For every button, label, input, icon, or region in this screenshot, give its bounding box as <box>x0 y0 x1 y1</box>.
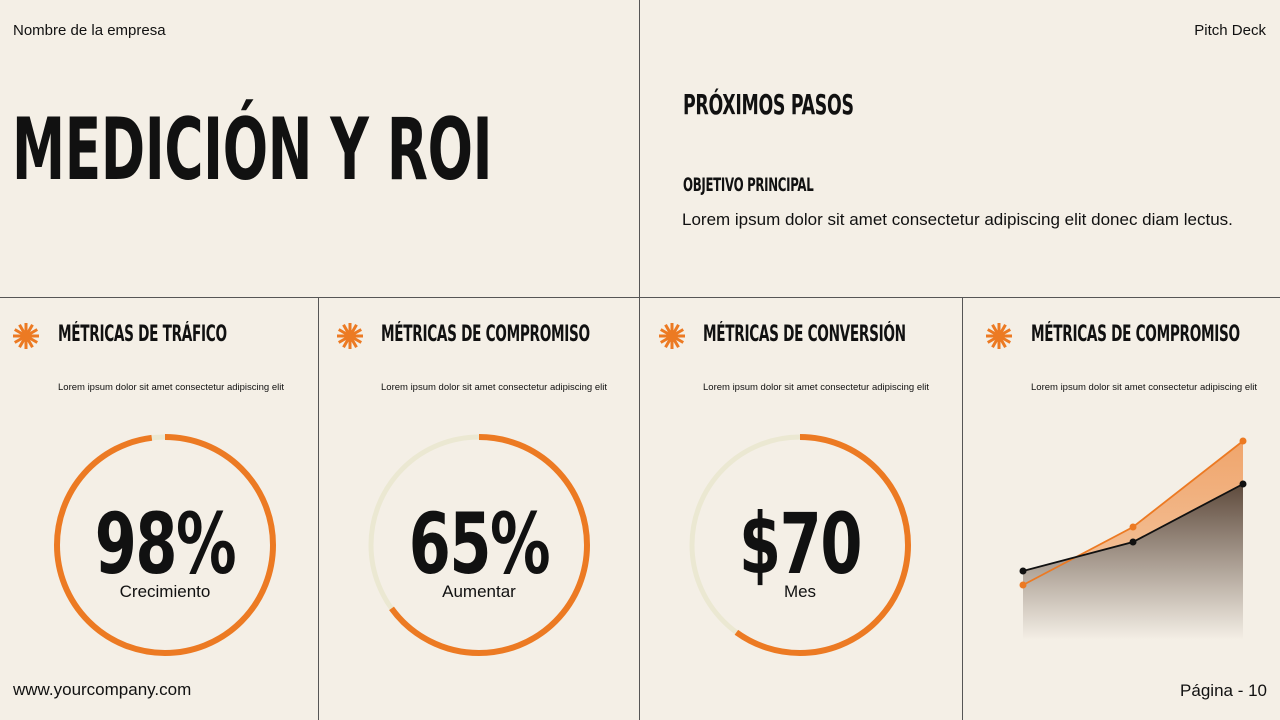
series-area <box>1023 484 1243 640</box>
area-chart <box>1019 437 1247 640</box>
progress-ring <box>368 434 590 656</box>
metric-label: Aumentar <box>442 582 516 601</box>
data-point <box>1129 523 1137 531</box>
company-name: Nombre de la empresa <box>13 22 166 39</box>
asterisk-icon <box>986 323 1012 349</box>
card-title: Métricas de compromiso <box>381 322 590 347</box>
data-point <box>1239 437 1247 445</box>
data-point <box>1129 538 1137 546</box>
asterisk-icon <box>337 323 363 349</box>
data-point <box>1239 480 1247 488</box>
website-link[interactable]: www.yourcompany.com <box>13 680 192 699</box>
metric-value: 98% <box>94 495 237 593</box>
asterisk-icon <box>659 323 685 349</box>
ring-progress <box>368 434 590 656</box>
card-description: Lorem ipsum dolor sit amet consectetur a… <box>1031 382 1257 393</box>
asterisk-icon <box>13 323 39 349</box>
page-title: Medición y ROI <box>12 100 493 200</box>
objective-text: Lorem ipsum dolor sit amet consectetur a… <box>682 210 1233 229</box>
metric-value: 65% <box>408 495 551 593</box>
deck-label: Pitch Deck <box>1194 22 1266 39</box>
card-title: Métricas de conversión <box>703 322 906 347</box>
data-point <box>1019 581 1027 589</box>
metric-value: $70 <box>739 495 862 593</box>
card-description: Lorem ipsum dolor sit amet consectetur a… <box>381 382 607 393</box>
page-number: Página - 10 <box>1180 681 1267 700</box>
card-description: Lorem ipsum dolor sit amet consectetur a… <box>58 382 284 393</box>
card-title: Métricas de tráfico <box>58 322 227 347</box>
objective-subtitle: Objetivo principal <box>683 174 814 196</box>
card-description: Lorem ipsum dolor sit amet consectetur a… <box>703 382 929 393</box>
progress-ring <box>689 434 911 656</box>
ring-progress <box>689 434 911 656</box>
metric-label: Crecimiento <box>119 582 211 601</box>
data-point <box>1019 567 1027 575</box>
ring-progress <box>54 434 276 656</box>
progress-ring <box>54 434 276 656</box>
next-steps-title: Próximos pasos <box>683 88 854 121</box>
metric-label: Mes <box>783 582 817 601</box>
card-title: Métricas de compromiso <box>1031 322 1240 347</box>
